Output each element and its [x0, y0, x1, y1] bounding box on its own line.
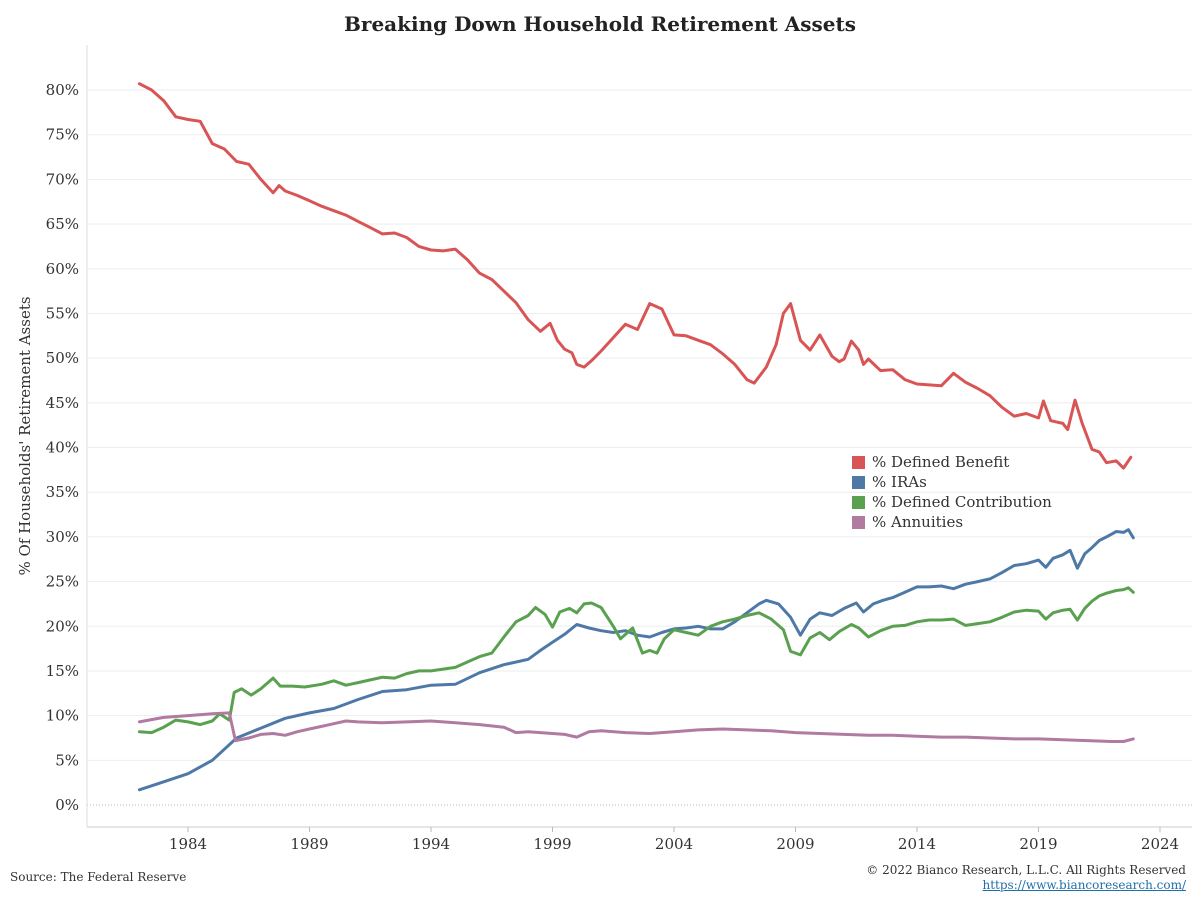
legend-item: % Annuities	[852, 512, 1052, 532]
legend-item: % Defined Contribution	[852, 492, 1052, 512]
y-axis-label: % Of Households' Retirement Assets	[16, 296, 34, 575]
series-line-2	[137, 586, 1135, 735]
axes: 0% 5% 10% 15% 20% 25% 30% 35% 40% 45% 50% 55% 60% 65%…	[46, 45, 1192, 853]
legend: % Defined Benefit % IRAs % Defined Contrib…	[852, 452, 1052, 532]
y-tick-label: 25%	[46, 573, 79, 591]
y-tick-label: 30%	[46, 528, 79, 546]
gridlines	[87, 89, 1192, 806]
x-tick-label: 1984	[169, 835, 207, 853]
series-line-0	[137, 82, 1133, 470]
series-line-1	[137, 528, 1135, 792]
legend-label: % Defined Benefit	[872, 453, 1010, 471]
source-note: Source: The Federal Reserve	[10, 870, 187, 884]
y-tick-label: 10%	[46, 707, 79, 725]
legend-label: % Defined Contribution	[872, 493, 1052, 511]
legend-swatch	[852, 515, 865, 529]
y-tick-label: 5%	[55, 751, 79, 769]
x-tick-label: 1999	[533, 835, 571, 853]
legend-label: % Annuities	[872, 513, 964, 531]
legend-item: % IRAs	[852, 472, 1052, 492]
y-tick-label: 45%	[46, 394, 79, 412]
series-lines	[137, 82, 1135, 792]
y-tick-label: 70%	[46, 170, 79, 188]
y-tick-label: 15%	[46, 662, 79, 680]
x-tick-label: 2019	[1019, 835, 1057, 853]
y-tick-label: 75%	[46, 126, 79, 144]
y-tick-label: 40%	[46, 439, 79, 457]
chart-title: Breaking Down Household Retirement Asset…	[344, 12, 856, 36]
y-tick-label: 60%	[46, 260, 79, 278]
x-tick-label: 2024	[1141, 835, 1179, 853]
x-tick-label: 2004	[655, 835, 693, 853]
legend-label: % IRAs	[872, 473, 927, 491]
x-tick-label: 1989	[290, 835, 328, 853]
legend-swatch	[852, 475, 865, 489]
y-tick-label: 0%	[55, 796, 79, 814]
website-link[interactable]: https://www.biancoresearch.com/	[982, 878, 1186, 892]
x-tick-label: 2009	[776, 835, 814, 853]
legend-item: % Defined Benefit	[852, 452, 1052, 472]
legend-swatch	[852, 495, 865, 509]
y-tick-label: 55%	[46, 304, 79, 322]
y-tick-label: 35%	[46, 483, 79, 501]
y-tick-label: 50%	[46, 349, 79, 367]
y-tick-label: 65%	[46, 215, 79, 233]
series-line-3	[137, 711, 1135, 743]
y-tick-label: 80%	[46, 81, 79, 99]
copyright-note: © 2022 Bianco Research, L.L.C. All Right…	[866, 863, 1186, 877]
legend-swatch	[852, 455, 865, 469]
y-tick-label: 20%	[46, 617, 79, 635]
x-tick-label: 2014	[898, 835, 936, 853]
x-tick-label: 1994	[412, 835, 450, 853]
